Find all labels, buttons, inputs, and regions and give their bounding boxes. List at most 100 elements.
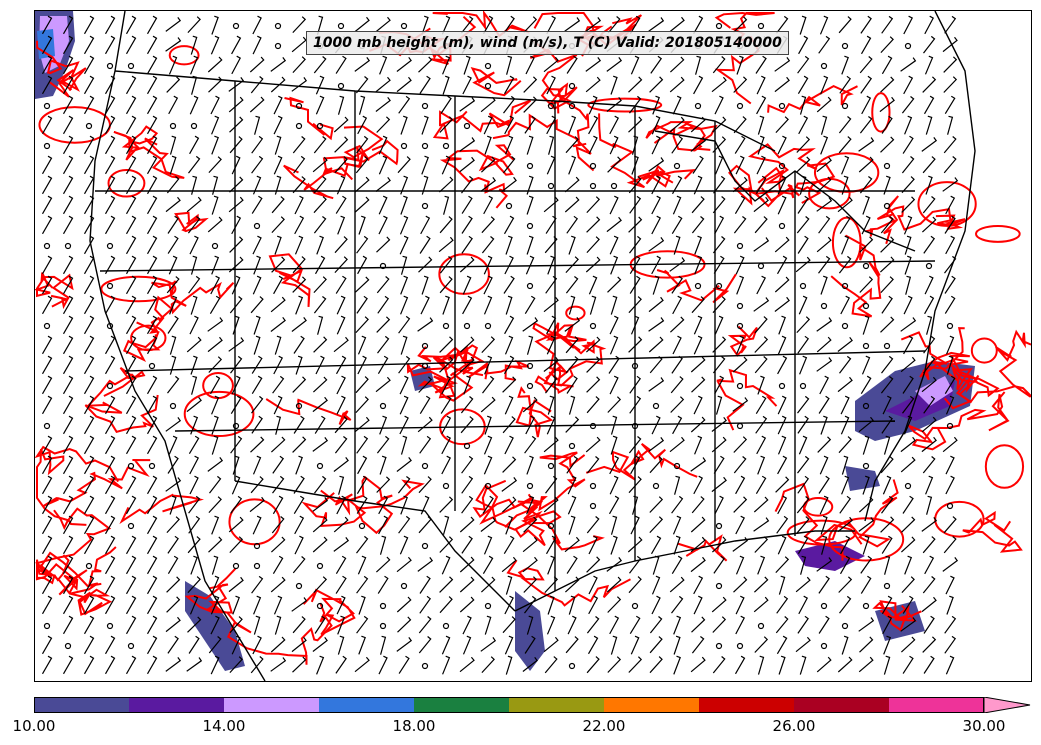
wind-barb [672,295,683,315]
wind-barb [251,135,264,154]
wind-barb [900,356,916,373]
wind-barb [104,35,116,55]
map-panel: 1000 mb height (m), wind (m/s), T (C) Va… [34,10,1032,682]
wind-barb [312,396,328,413]
wind-barb [187,616,202,633]
wind-barb [461,175,474,194]
temperature-contour-line [205,567,333,665]
temperature-contour-line [113,125,185,179]
wind-barb [484,135,492,155]
calm-wind-marker [253,542,261,550]
wind-barb [272,455,285,474]
wind-barb [544,576,559,594]
wind-barb [167,535,179,554]
calm-wind-marker [127,462,135,470]
wind-barb [755,475,767,495]
wind-barb [841,475,850,495]
wind-barb [483,535,493,555]
wind-barb [378,135,388,155]
wind-barb [62,295,74,315]
wind-barb [190,35,198,55]
wind-barb [274,235,282,255]
wind-barb [104,95,116,115]
wind-barb [355,376,369,394]
wind-barb [191,375,198,395]
wind-barb [207,56,223,73]
wind-barb [419,75,431,94]
wind-barb [41,335,53,355]
wind-barb [586,656,600,674]
wind-barb [377,295,390,314]
wind-barb [649,356,663,374]
wind-barb [270,636,286,653]
wind-barb [208,156,222,174]
wind-barb [333,516,349,533]
wind-barb [859,636,874,653]
wind-barb [838,16,852,34]
wind-barb [755,415,768,434]
wind-barb [146,115,158,135]
state-line-h2 [99,260,936,272]
temperature-contour-line [174,211,209,233]
wind-barb [504,435,514,455]
wind-barb [923,655,935,674]
shaded-area-cuba [795,541,865,571]
wind-barb [753,496,769,513]
calm-wind-marker [862,262,870,270]
calm-wind-marker [526,282,534,290]
wind-barb [694,435,703,455]
wind-barb [41,355,53,375]
wind-barb [586,556,601,573]
colorbar-segment [414,697,510,713]
wind-barb [480,637,497,652]
wind-barb [104,295,116,315]
wind-barb [125,575,137,595]
calm-wind-marker [484,62,492,70]
wind-barb [945,575,955,595]
wind-barb [83,515,95,535]
calm-wind-marker [148,462,156,470]
calm-wind-marker [736,302,744,310]
wind-barb [229,536,244,554]
wind-barb [648,317,665,332]
wind-barb [317,315,324,335]
wind-barb [375,16,391,33]
calm-wind-marker [883,162,891,170]
wind-barb [690,356,706,373]
temperature-contour-line [638,164,696,185]
wind-barb [859,56,873,74]
wind-barb [356,615,369,634]
wind-barb [62,555,74,575]
wind-barb [229,656,243,674]
wind-barb [207,457,224,472]
wind-barb [480,177,497,192]
wind-barb [628,216,643,233]
wind-barb [840,535,851,555]
wind-barb [923,95,935,115]
wind-barb [83,35,95,55]
wind-barb [41,575,53,595]
wind-barb [62,435,74,455]
wind-barb [83,395,95,415]
calm-wind-marker [316,122,324,130]
wind-barb [439,356,454,373]
wind-barb [754,336,769,353]
wind-barb [648,377,665,392]
wind-barb [187,216,201,234]
wind-barb [693,175,703,195]
calm-wind-marker [85,562,93,570]
wind-barb [83,615,95,635]
wind-barb [482,15,494,35]
wind-barb [231,55,242,75]
wind-barb [270,657,287,672]
wind-barb [754,636,769,653]
wind-barb [524,595,537,614]
wind-barb [838,136,852,154]
calm-wind-marker [673,162,681,170]
wind-barb [292,376,307,393]
wind-barb [357,355,367,375]
calm-wind-marker [232,22,240,30]
wind-barb [376,476,391,493]
colorbar [34,697,1031,713]
wind-barb [250,296,264,314]
